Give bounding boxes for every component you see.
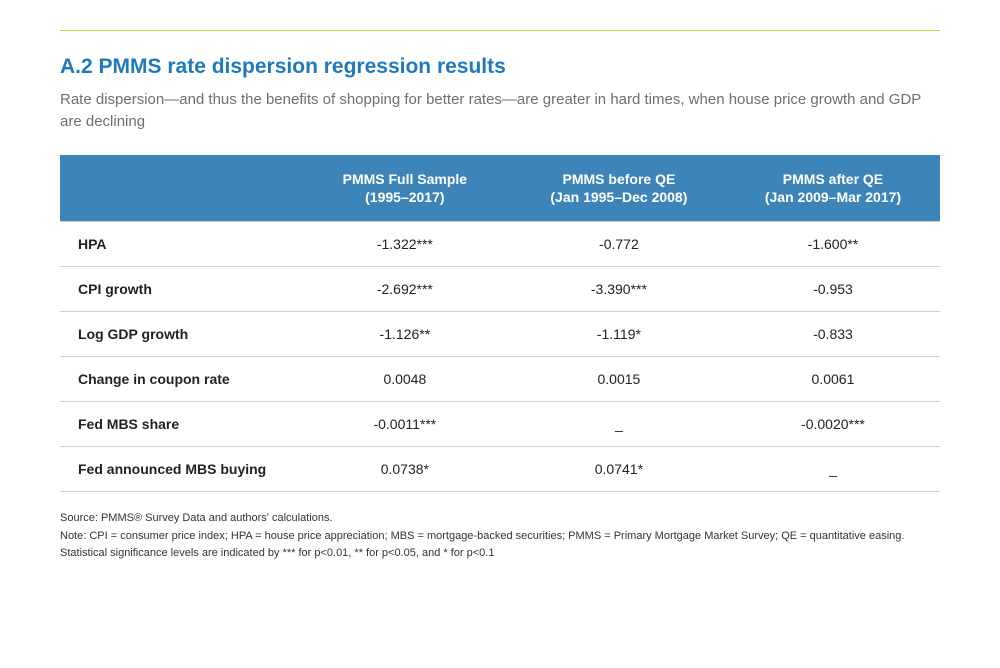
col-header-after: PMMS after QE (Jan 2009–Mar 2017) [726, 155, 940, 222]
table-row: Fed announced MBS buying 0.0738* 0.0741*… [60, 447, 940, 492]
row-label: CPI growth [60, 267, 298, 312]
cell: 0.0741* [512, 447, 726, 492]
table-row: HPA -1.322*** -0.772 -1.600** [60, 222, 940, 267]
cell: -1.126** [298, 312, 512, 357]
cell: -2.692*** [298, 267, 512, 312]
table-row: Fed MBS share -0.0011*** _ -0.0020*** [60, 402, 940, 447]
footnote-note: Note: CPI = consumer price index; HPA = … [60, 528, 940, 546]
col-header-line1: PMMS after QE [734, 170, 932, 189]
table-row: Log GDP growth -1.126** -1.119* -0.833 [60, 312, 940, 357]
cell: _ [726, 447, 940, 492]
cell: -1.322*** [298, 222, 512, 267]
col-header-line2: (1995–2017) [306, 188, 504, 207]
cell: -0.833 [726, 312, 940, 357]
row-label: Log GDP growth [60, 312, 298, 357]
cell: -1.600** [726, 222, 940, 267]
col-header-line2: (Jan 2009–Mar 2017) [734, 188, 932, 207]
table-title: A.2 PMMS rate dispersion regression resu… [60, 55, 940, 79]
cell: -1.119* [512, 312, 726, 357]
cell: -0.0011*** [298, 402, 512, 447]
cell: 0.0048 [298, 357, 512, 402]
row-label: Fed announced MBS buying [60, 447, 298, 492]
table-row: Change in coupon rate 0.0048 0.0015 0.00… [60, 357, 940, 402]
table-header-row: PMMS Full Sample (1995–2017) PMMS before… [60, 155, 940, 222]
cell: -0.953 [726, 267, 940, 312]
cell: -0.0020*** [726, 402, 940, 447]
cell: -0.772 [512, 222, 726, 267]
col-header-full: PMMS Full Sample (1995–2017) [298, 155, 512, 222]
table-row: CPI growth -2.692*** -3.390*** -0.953 [60, 267, 940, 312]
footnote-source: Source: PMMS® Survey Data and authors' c… [60, 510, 940, 528]
col-header-line1: PMMS Full Sample [306, 170, 504, 189]
top-rule [60, 30, 940, 31]
footnote-stats: Statistical significance levels are indi… [60, 545, 940, 563]
cell: -3.390*** [512, 267, 726, 312]
regression-table: PMMS Full Sample (1995–2017) PMMS before… [60, 155, 940, 493]
cell: 0.0738* [298, 447, 512, 492]
col-header-line2: (Jan 1995–Dec 2008) [520, 188, 718, 207]
col-header-line1: PMMS before QE [520, 170, 718, 189]
footnotes: Source: PMMS® Survey Data and authors' c… [60, 510, 940, 563]
table-subtitle: Rate dispersion—and thus the benefits of… [60, 89, 930, 133]
col-header-before: PMMS before QE (Jan 1995–Dec 2008) [512, 155, 726, 222]
row-label: HPA [60, 222, 298, 267]
row-label: Fed MBS share [60, 402, 298, 447]
col-header-blank [60, 155, 298, 222]
cell: _ [512, 402, 726, 447]
cell: 0.0015 [512, 357, 726, 402]
cell: 0.0061 [726, 357, 940, 402]
row-label: Change in coupon rate [60, 357, 298, 402]
